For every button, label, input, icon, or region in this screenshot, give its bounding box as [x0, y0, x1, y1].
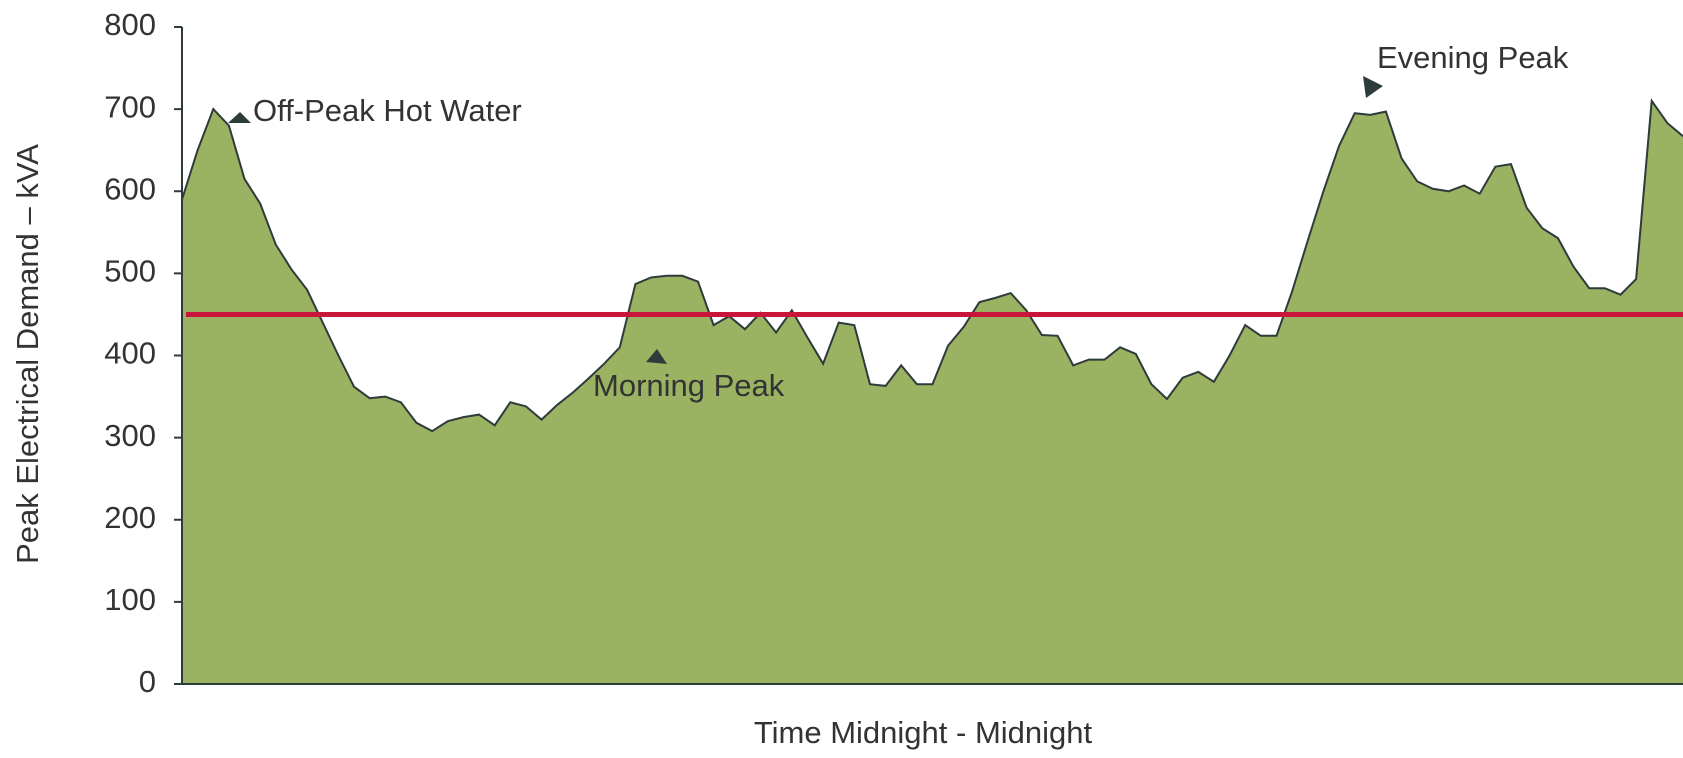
annotation: Morning Peak — [593, 368, 785, 403]
annotation-arrow — [228, 112, 251, 123]
annotation-arrow — [1363, 76, 1383, 98]
annotation-arrow — [646, 349, 667, 364]
y-tick-label: 800 — [104, 7, 156, 42]
area-line — [181, 98, 1683, 433]
y-tick-label: 100 — [104, 582, 156, 617]
annotation: Evening Peak — [1377, 40, 1569, 75]
area-fill — [182, 100, 1683, 684]
y-tick-label: 700 — [104, 89, 156, 124]
x-axis-label: Time Midnight - Midnight — [754, 715, 1093, 750]
y-tick-label: 500 — [104, 254, 156, 289]
y-axis-label: Peak Electrical Demand – kVA — [10, 144, 45, 564]
y-tick-label: 600 — [104, 171, 156, 206]
y-tick-label: 0 — [139, 664, 156, 699]
annotation: Off-Peak Hot Water — [253, 93, 522, 128]
plot-area: 0 100 200 300 400 500 600 700 800 — [104, 7, 1683, 699]
y-tick-label: 200 — [104, 500, 156, 535]
y-tick-label: 400 — [104, 336, 156, 371]
y-tick-label: 300 — [104, 418, 156, 453]
